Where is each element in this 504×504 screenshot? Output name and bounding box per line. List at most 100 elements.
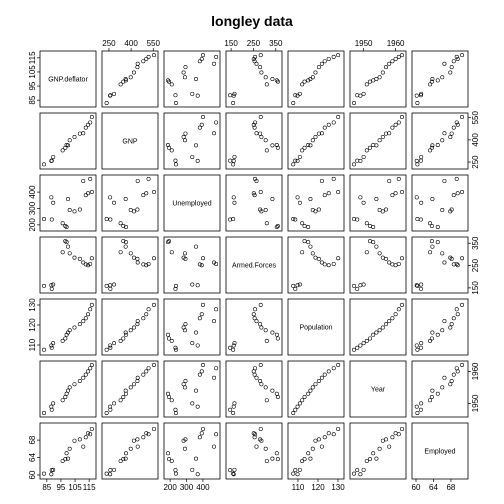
data-point [295, 283, 300, 288]
data-point [195, 283, 200, 288]
data-point [124, 332, 129, 337]
data-point [291, 471, 296, 476]
data-point [131, 70, 136, 75]
data-point [455, 191, 460, 196]
data-point [418, 345, 423, 350]
data-point [451, 125, 456, 130]
data-point [440, 208, 445, 213]
data-point [415, 162, 420, 167]
data-point [121, 223, 126, 228]
data-point [387, 178, 392, 183]
data-point [183, 65, 188, 70]
panel-frame [39, 298, 97, 356]
data-point [371, 332, 376, 337]
tick-label: 550 [471, 111, 480, 125]
data-point [440, 75, 445, 80]
data-point [144, 312, 149, 317]
data-point [326, 56, 331, 61]
data-point [319, 178, 324, 183]
data-point [89, 189, 94, 194]
data-point [430, 244, 435, 249]
tick-label: 64 [28, 453, 37, 462]
data-point [418, 93, 423, 98]
data-point [128, 208, 133, 213]
data-point [144, 369, 149, 374]
data-point [214, 261, 219, 266]
panel-gnp-deflator-vs-employed [411, 50, 469, 108]
data-point [371, 240, 376, 245]
data-point [455, 312, 460, 317]
data-point [151, 362, 156, 367]
data-point [108, 217, 113, 222]
data-point [254, 131, 259, 136]
data-point [60, 221, 65, 226]
panel-gnp-deflator-vs-population [287, 50, 345, 108]
data-point [358, 195, 363, 200]
data-point [49, 283, 54, 288]
data-point [435, 391, 440, 396]
panel-employed-vs-gnp-deflator [39, 422, 97, 480]
panel-employed-vs-armed-forces [225, 422, 283, 480]
data-point [415, 217, 420, 222]
data-point [253, 176, 258, 181]
data-point [449, 207, 454, 212]
data-point [451, 59, 456, 64]
data-point [449, 131, 454, 136]
data-point [228, 158, 233, 163]
tick-label: 400 [196, 483, 210, 492]
tick-label: 68 [446, 483, 455, 492]
data-point [313, 70, 318, 75]
panel-year-vs-unemployed [163, 360, 221, 418]
data-point [258, 53, 263, 58]
data-point [167, 336, 172, 341]
data-point [355, 345, 360, 350]
data-point [89, 256, 94, 261]
data-point [182, 385, 187, 390]
data-point [364, 148, 369, 153]
panel-year-vs-gnp [101, 360, 159, 418]
data-point [251, 369, 256, 374]
data-point [319, 444, 324, 449]
data-point [306, 225, 311, 230]
data-point [190, 341, 195, 346]
data-point [128, 251, 133, 256]
data-point [231, 101, 236, 106]
panel-frame [39, 236, 97, 294]
data-point [41, 410, 46, 415]
data-point [336, 53, 341, 58]
data-point [89, 426, 94, 431]
data-point [83, 125, 88, 130]
data-point [383, 322, 388, 327]
tick-label: 1960 [471, 362, 480, 380]
panel-frame [411, 50, 469, 108]
data-point [429, 79, 434, 84]
data-point [418, 286, 423, 291]
tick-label: 150 [471, 281, 480, 295]
data-point [302, 223, 307, 228]
data-point [396, 432, 401, 437]
data-point [440, 385, 445, 390]
data-point [254, 375, 259, 380]
data-point [449, 322, 454, 327]
data-point [83, 262, 88, 267]
data-point [182, 446, 187, 451]
data-point [135, 375, 140, 380]
data-point [66, 456, 71, 461]
data-point [460, 189, 465, 194]
data-point [274, 143, 279, 148]
data-point [181, 382, 186, 387]
data-point [104, 410, 109, 415]
data-point [263, 208, 268, 213]
data-point [428, 250, 433, 255]
data-point [308, 388, 313, 393]
data-point [146, 54, 151, 59]
data-point [430, 330, 435, 335]
panel-employed-vs-gnp [101, 422, 159, 480]
data-point [228, 468, 233, 473]
data-point [173, 162, 178, 167]
data-point [128, 75, 133, 80]
data-point [451, 193, 456, 198]
data-point [104, 217, 109, 222]
data-point [308, 143, 313, 148]
data-point [435, 240, 440, 245]
